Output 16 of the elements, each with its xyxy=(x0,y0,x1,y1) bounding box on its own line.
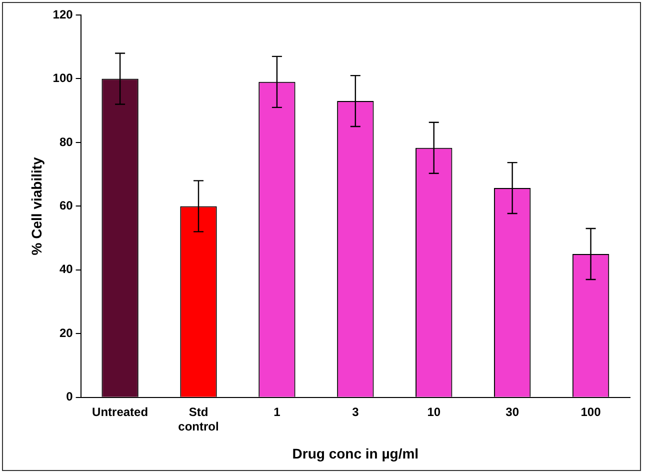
x-tick-label: Std control xyxy=(178,404,219,434)
y-tick-label: 120 xyxy=(52,7,74,22)
y-tick-label: 80 xyxy=(59,134,74,149)
x-tick-label: 3 xyxy=(352,404,360,419)
y-tick-label: 20 xyxy=(59,326,74,340)
x-axis-title: Drug conc in µg/ml xyxy=(292,445,419,462)
y-tick-label: 60 xyxy=(59,198,74,213)
y-tick-label: 40 xyxy=(59,262,74,276)
x-tick-label: 100 xyxy=(580,404,602,419)
x-tick-label: 30 xyxy=(506,404,520,419)
x-tick-label: 10 xyxy=(427,404,441,419)
x-tick-label: Untreated xyxy=(92,404,148,419)
y-tick-label: 0 xyxy=(66,390,74,404)
x-tick-label: 1 xyxy=(274,404,281,419)
y-axis-title: % Cell viability xyxy=(28,156,44,256)
y-tick-label: 100 xyxy=(52,71,74,86)
